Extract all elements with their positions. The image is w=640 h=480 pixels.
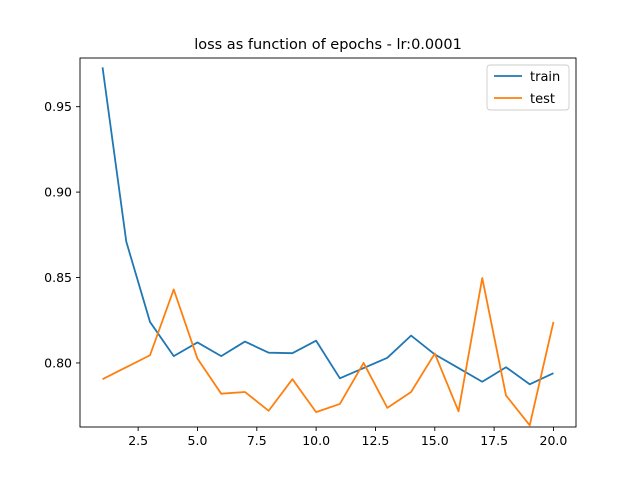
legend: train test: [486, 64, 570, 111]
y-axis: 0.80 0.85 0.90 0.95: [44, 99, 80, 370]
chart-title: loss as function of epochs - lr:0.0001: [194, 37, 462, 53]
x-tick-label: 12.5: [362, 433, 390, 448]
x-tick-label: 15.0: [421, 433, 449, 448]
x-tick-label: 20.0: [540, 433, 568, 448]
legend-label-test: test: [530, 92, 555, 107]
legend-label-train: train: [530, 70, 560, 85]
x-tick-label: 2.5: [128, 433, 148, 448]
y-tick-label: 0.90: [44, 185, 72, 200]
x-tick-label: 5.0: [188, 433, 208, 448]
y-tick-label: 0.80: [44, 355, 72, 370]
series-line-test: [102, 277, 555, 427]
x-tick-label: 17.5: [480, 433, 508, 448]
x-tick-label: 10.0: [302, 433, 330, 448]
axes-frame: [79, 57, 577, 428]
y-tick-label: 0.85: [44, 270, 72, 285]
series-line-train: [101, 67, 554, 386]
plot-lines: [101, 67, 555, 427]
x-tick-label: 7.5: [247, 433, 267, 448]
x-axis: 2.5 5.0 7.5 10.0 12.5 15.0 17.5 20.0: [128, 427, 567, 448]
y-tick-label: 0.95: [44, 99, 72, 114]
